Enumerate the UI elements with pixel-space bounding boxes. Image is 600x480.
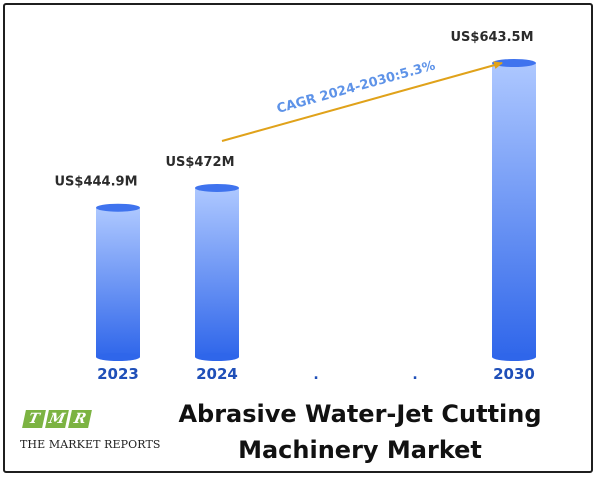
bar-cap-2023 — [96, 203, 140, 212]
x-tick-2024: 2024 — [196, 365, 238, 383]
data-label-2030: US$643.5M — [450, 30, 533, 45]
x-tick-2023: 2023 — [97, 365, 139, 383]
chart-title: Abrasive Water-Jet Cutting Machinery Mar… — [178, 400, 542, 464]
logo-letter: T — [22, 410, 46, 428]
bar-2024 — [195, 187, 239, 357]
logo: T M R THE MARKET REPORTS — [20, 410, 170, 460]
bar-2030 — [492, 63, 536, 357]
bar-cap-2030 — [492, 59, 536, 67]
labels-group: US$444.9M 2023 US$472M 2024. . US$643.5M 2030 — [54, 30, 534, 383]
x-tick-2030: 2030 — [493, 365, 535, 383]
logo-letter: R — [68, 410, 92, 428]
data-label-2024: US$472M — [165, 155, 234, 170]
cagr-arrow — [221, 61, 503, 142]
bar-base-2030 — [492, 353, 536, 361]
bar-cap-2024 — [195, 183, 239, 192]
x-tick-dot: . — [412, 367, 417, 383]
logo-letter: M — [45, 410, 69, 428]
logo-text: THE MARKET REPORTS — [20, 438, 161, 451]
bar-2023 — [96, 207, 140, 357]
x-tick-dot: . — [313, 367, 318, 383]
bar-base-2024 — [195, 353, 239, 361]
bar-base-2023 — [96, 353, 140, 361]
bars-group — [96, 59, 536, 361]
data-label-2023: US$444.9M — [54, 175, 137, 190]
